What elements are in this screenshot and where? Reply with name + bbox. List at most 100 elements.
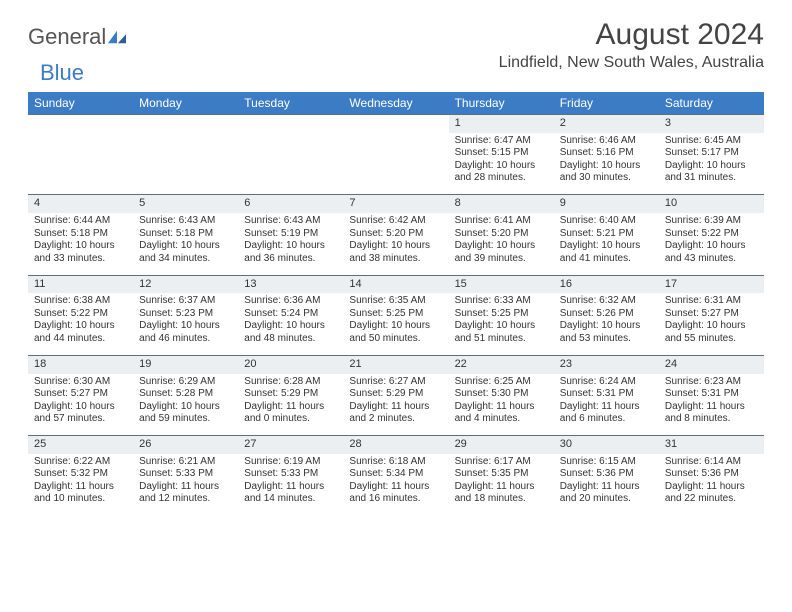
day-number-cell: 18 xyxy=(28,355,133,373)
daylight-line: Daylight: 10 hours and 53 minutes. xyxy=(560,320,653,345)
daylight-line: Daylight: 11 hours and 16 minutes. xyxy=(349,481,442,506)
day-data-cell: Sunrise: 6:43 AMSunset: 5:18 PMDaylight:… xyxy=(133,213,238,275)
day-number-cell: 1 xyxy=(449,115,554,133)
sunset-line: Sunset: 5:22 PM xyxy=(665,228,758,241)
sunset-line: Sunset: 5:25 PM xyxy=(455,308,548,321)
sunrise-line: Sunrise: 6:38 AM xyxy=(34,295,127,308)
daylight-line: Daylight: 10 hours and 59 minutes. xyxy=(139,401,232,426)
day-data-cell: Sunrise: 6:28 AMSunset: 5:29 PMDaylight:… xyxy=(238,374,343,436)
logo-sail-icon xyxy=(108,30,126,44)
sunset-line: Sunset: 5:18 PM xyxy=(34,228,127,241)
day-number-cell: 20 xyxy=(238,355,343,373)
sunrise-line: Sunrise: 6:23 AM xyxy=(665,376,758,389)
day-data-cell: Sunrise: 6:37 AMSunset: 5:23 PMDaylight:… xyxy=(133,293,238,355)
daylight-line: Daylight: 10 hours and 57 minutes. xyxy=(34,401,127,426)
day-data-cell: Sunrise: 6:36 AMSunset: 5:24 PMDaylight:… xyxy=(238,293,343,355)
sunset-line: Sunset: 5:24 PM xyxy=(244,308,337,321)
day-number-cell: 19 xyxy=(133,355,238,373)
day-number-row: 18192021222324 xyxy=(28,355,764,373)
day-data-cell: Sunrise: 6:14 AMSunset: 5:36 PMDaylight:… xyxy=(659,454,764,516)
daylight-line: Daylight: 10 hours and 28 minutes. xyxy=(455,160,548,185)
sunrise-line: Sunrise: 6:27 AM xyxy=(349,376,442,389)
day-number-cell: 5 xyxy=(133,195,238,213)
sunset-line: Sunset: 5:19 PM xyxy=(244,228,337,241)
sunrise-line: Sunrise: 6:41 AM xyxy=(455,215,548,228)
sunset-line: Sunset: 5:18 PM xyxy=(139,228,232,241)
day-number-cell: 25 xyxy=(28,436,133,454)
sunset-line: Sunset: 5:20 PM xyxy=(349,228,442,241)
sunset-line: Sunset: 5:30 PM xyxy=(455,388,548,401)
sunrise-line: Sunrise: 6:28 AM xyxy=(244,376,337,389)
day-number-cell: 27 xyxy=(238,436,343,454)
daylight-line: Daylight: 10 hours and 51 minutes. xyxy=(455,320,548,345)
daylight-line: Daylight: 11 hours and 6 minutes. xyxy=(560,401,653,426)
daylight-line: Daylight: 11 hours and 20 minutes. xyxy=(560,481,653,506)
day-number-cell xyxy=(343,115,448,133)
day-data-cell: Sunrise: 6:21 AMSunset: 5:33 PMDaylight:… xyxy=(133,454,238,516)
sunrise-line: Sunrise: 6:33 AM xyxy=(455,295,548,308)
sunset-line: Sunset: 5:36 PM xyxy=(665,468,758,481)
sunrise-line: Sunrise: 6:35 AM xyxy=(349,295,442,308)
day-data-cell: Sunrise: 6:40 AMSunset: 5:21 PMDaylight:… xyxy=(554,213,659,275)
sunrise-line: Sunrise: 6:31 AM xyxy=(665,295,758,308)
sunset-line: Sunset: 5:31 PM xyxy=(560,388,653,401)
month-title: August 2024 xyxy=(499,18,764,52)
day-data-cell: Sunrise: 6:17 AMSunset: 5:35 PMDaylight:… xyxy=(449,454,554,516)
day-number-cell: 15 xyxy=(449,275,554,293)
sunrise-line: Sunrise: 6:43 AM xyxy=(139,215,232,228)
sunrise-line: Sunrise: 6:44 AM xyxy=(34,215,127,228)
daylight-line: Daylight: 11 hours and 2 minutes. xyxy=(349,401,442,426)
sunrise-line: Sunrise: 6:40 AM xyxy=(560,215,653,228)
day-header-row: Sunday Monday Tuesday Wednesday Thursday… xyxy=(28,92,764,115)
sunset-line: Sunset: 5:36 PM xyxy=(560,468,653,481)
day-data-cell: Sunrise: 6:46 AMSunset: 5:16 PMDaylight:… xyxy=(554,133,659,195)
sunset-line: Sunset: 5:16 PM xyxy=(560,147,653,160)
day-data-row: Sunrise: 6:47 AMSunset: 5:15 PMDaylight:… xyxy=(28,133,764,195)
daylight-line: Daylight: 10 hours and 31 minutes. xyxy=(665,160,758,185)
sunrise-line: Sunrise: 6:32 AM xyxy=(560,295,653,308)
day-number-row: 25262728293031 xyxy=(28,436,764,454)
sunset-line: Sunset: 5:29 PM xyxy=(244,388,337,401)
day-number-cell: 9 xyxy=(554,195,659,213)
day-number-cell: 4 xyxy=(28,195,133,213)
sunset-line: Sunset: 5:22 PM xyxy=(34,308,127,321)
sunset-line: Sunset: 5:25 PM xyxy=(349,308,442,321)
day-data-cell: Sunrise: 6:23 AMSunset: 5:31 PMDaylight:… xyxy=(659,374,764,436)
day-data-cell: Sunrise: 6:45 AMSunset: 5:17 PMDaylight:… xyxy=(659,133,764,195)
sunrise-line: Sunrise: 6:25 AM xyxy=(455,376,548,389)
daylight-line: Daylight: 11 hours and 22 minutes. xyxy=(665,481,758,506)
logo-text-general: General xyxy=(28,24,106,50)
sunrise-line: Sunrise: 6:36 AM xyxy=(244,295,337,308)
day-number-cell: 6 xyxy=(238,195,343,213)
daylight-line: Daylight: 11 hours and 10 minutes. xyxy=(34,481,127,506)
day-data-cell: Sunrise: 6:25 AMSunset: 5:30 PMDaylight:… xyxy=(449,374,554,436)
day-data-cell: Sunrise: 6:38 AMSunset: 5:22 PMDaylight:… xyxy=(28,293,133,355)
day-number-cell: 23 xyxy=(554,355,659,373)
day-header: Monday xyxy=(133,92,238,115)
day-data-cell xyxy=(133,133,238,195)
day-header: Sunday xyxy=(28,92,133,115)
sunset-line: Sunset: 5:27 PM xyxy=(665,308,758,321)
sunrise-line: Sunrise: 6:22 AM xyxy=(34,456,127,469)
day-data-cell: Sunrise: 6:30 AMSunset: 5:27 PMDaylight:… xyxy=(28,374,133,436)
day-header: Tuesday xyxy=(238,92,343,115)
day-number-cell xyxy=(28,115,133,133)
day-data-cell: Sunrise: 6:39 AMSunset: 5:22 PMDaylight:… xyxy=(659,213,764,275)
sunset-line: Sunset: 5:35 PM xyxy=(455,468,548,481)
daylight-line: Daylight: 10 hours and 36 minutes. xyxy=(244,240,337,265)
day-data-cell: Sunrise: 6:35 AMSunset: 5:25 PMDaylight:… xyxy=(343,293,448,355)
day-number-row: 45678910 xyxy=(28,195,764,213)
sunrise-line: Sunrise: 6:15 AM xyxy=(560,456,653,469)
day-number-cell: 16 xyxy=(554,275,659,293)
day-header: Saturday xyxy=(659,92,764,115)
sunset-line: Sunset: 5:17 PM xyxy=(665,147,758,160)
daylight-line: Daylight: 10 hours and 48 minutes. xyxy=(244,320,337,345)
day-data-cell: Sunrise: 6:31 AMSunset: 5:27 PMDaylight:… xyxy=(659,293,764,355)
day-data-row: Sunrise: 6:38 AMSunset: 5:22 PM Daylight:… xyxy=(28,293,764,355)
day-number-cell: 3 xyxy=(659,115,764,133)
daylight-line: Daylight: 10 hours and 39 minutes. xyxy=(455,240,548,265)
daylight-line: Daylight: 10 hours and 50 minutes. xyxy=(349,320,442,345)
daylight-line: Daylight: 11 hours and 4 minutes. xyxy=(455,401,548,426)
day-data-cell: Sunrise: 6:29 AMSunset: 5:28 PMDaylight:… xyxy=(133,374,238,436)
sunrise-line: Sunrise: 6:30 AM xyxy=(34,376,127,389)
